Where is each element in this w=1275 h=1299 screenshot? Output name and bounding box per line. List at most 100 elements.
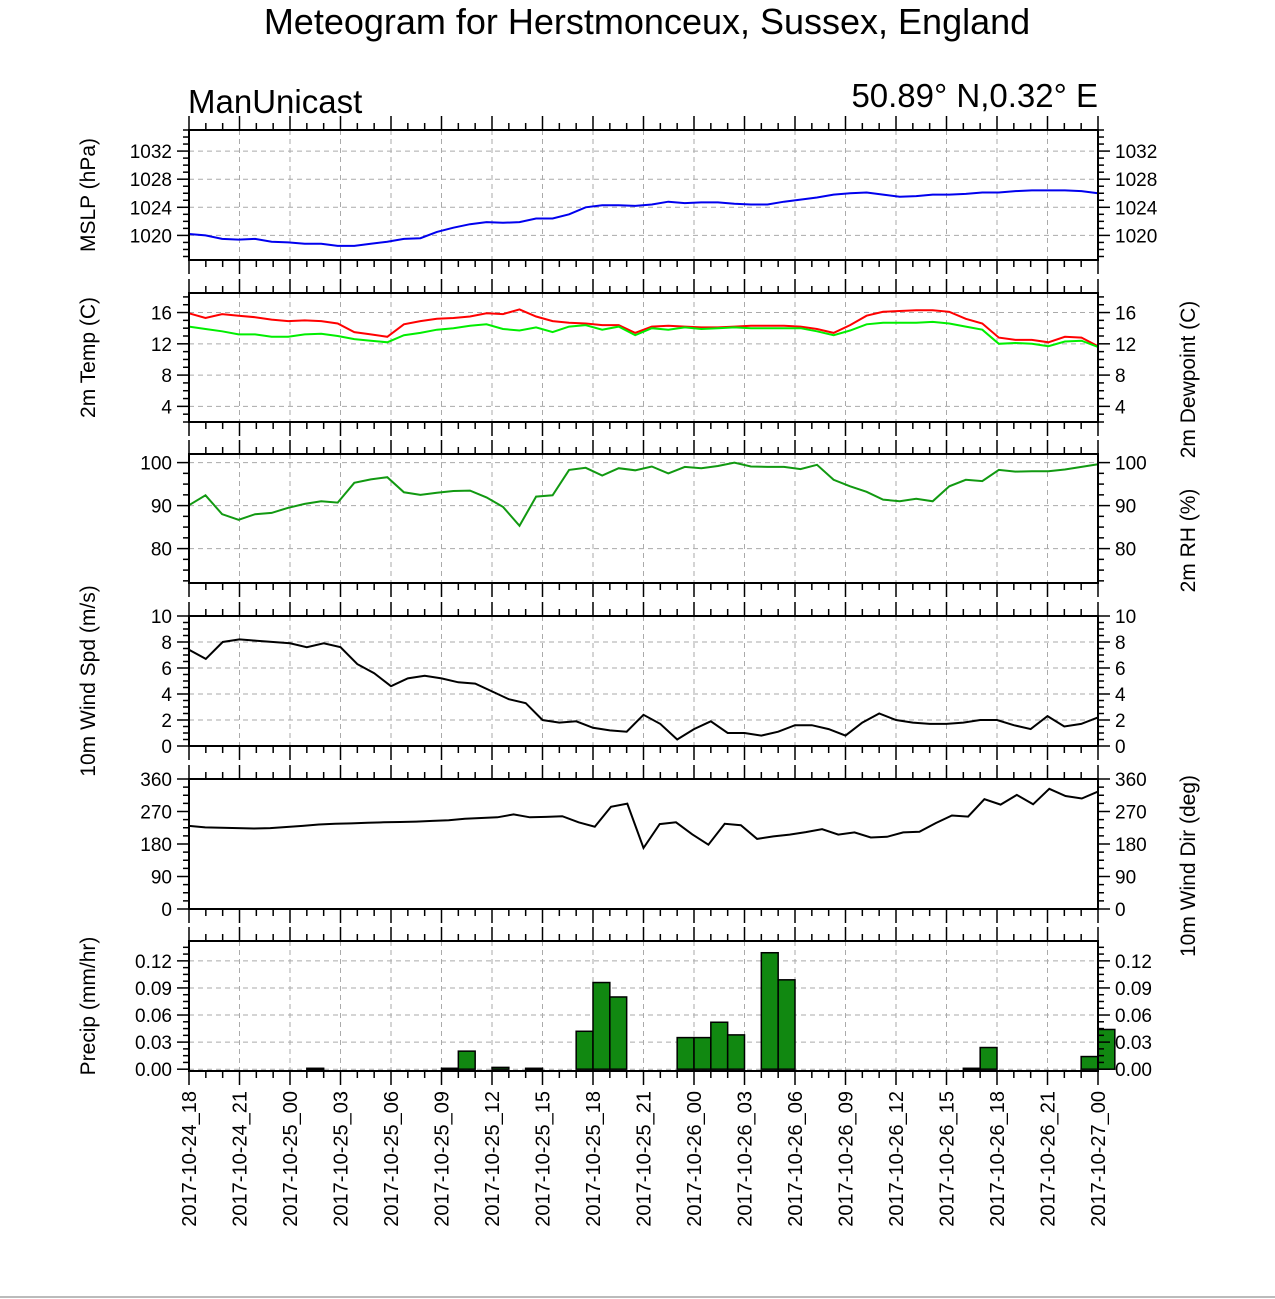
y-tick-label: 100 (1115, 454, 1147, 475)
y-tick-label: 16 (1115, 304, 1136, 325)
y-tick-label: 6 (1115, 659, 1126, 680)
y-tick-label: 6 (161, 659, 172, 680)
y-tick-label: 0.12 (135, 952, 172, 973)
y-tick-label: 90 (151, 497, 172, 518)
y-tick-label: 2 (1115, 711, 1126, 732)
precip-bar (760, 951, 779, 1070)
y-tick-label: 270 (140, 803, 172, 824)
panel-winddir: 0 0 90 90 180 180 270 270 360 360 10m Wind Dir (de… (140, 765, 1200, 957)
y-tick-label: 180 (1115, 835, 1147, 856)
y-tick-label: 100 (140, 454, 172, 475)
panel-windspd: 0 0 2 2 4 4 6 6 8 8 10 10 10m Wind Spd (m/s) (77, 585, 1136, 776)
x-tick-label: 2017-10-24_21 (230, 1091, 252, 1227)
y-axis-title: MSLP (hPa) (77, 138, 100, 252)
precip-bar (609, 996, 628, 1070)
x-tick-label: 2017-10-26_06 (785, 1091, 807, 1227)
y-tick-label: 12 (1115, 335, 1136, 356)
coords-label: 50.89° N,0.32° E (851, 77, 1098, 114)
y-tick-label: 8 (1115, 366, 1126, 387)
precip-bar (491, 1066, 510, 1070)
precip-bar (1080, 1055, 1099, 1070)
x-tick-label: 2017-10-24_18 (179, 1091, 201, 1227)
y-tick-label: 0.09 (135, 979, 172, 1000)
x-tick-label: 2017-10-25_03 (331, 1091, 353, 1227)
y-tick-label: 0.06 (1115, 1006, 1152, 1027)
chart-title: Meteogram for Herstmonceux, Sussex, Engl… (264, 1, 1030, 42)
y-tick-label: 4 (161, 397, 172, 418)
precip-bar (693, 1036, 712, 1070)
x-tick-label: 2017-10-25_09 (432, 1091, 454, 1227)
y-tick-label: 1020 (130, 226, 172, 247)
y-tick-label: 4 (1115, 397, 1126, 418)
y-tick-label: 10 (151, 607, 172, 628)
y-tick-label: 0.12 (1115, 952, 1152, 973)
precip-bar (962, 1067, 981, 1071)
x-tick-label: 2017-10-25_21 (634, 1091, 656, 1227)
y-tick-label: 8 (161, 366, 172, 387)
y-tick-label: 0.00 (1115, 1060, 1152, 1081)
x-tick-label: 2017-10-25_12 (482, 1091, 504, 1227)
series-line-temp-1 (188, 320, 1099, 348)
x-tick-label: 2017-10-25_15 (533, 1091, 555, 1227)
y-tick-label: 360 (1115, 770, 1147, 791)
precip-bar (676, 1036, 695, 1070)
precip-bar (457, 1050, 476, 1070)
panel-frame (188, 778, 1099, 910)
precip-bar (575, 1030, 594, 1070)
y-tick-label: 16 (151, 304, 172, 325)
y-tick-label: 270 (1115, 803, 1147, 824)
x-tick-label: 2017-10-26_09 (836, 1091, 858, 1227)
y-tick-label: 1028 (1115, 170, 1157, 191)
y-tick-label: 0 (1115, 737, 1126, 758)
y-tick-label: 0 (161, 900, 172, 921)
model-label: ManUnicast (188, 83, 362, 120)
precip-bar (306, 1067, 325, 1071)
precip-bar (726, 1034, 746, 1070)
series-line-mslp (188, 189, 1099, 247)
precip-bar (440, 1067, 460, 1071)
y-tick-label: 80 (151, 540, 172, 561)
y-tick-label: 0.03 (135, 1033, 172, 1054)
y-tick-label: 0.09 (1115, 979, 1152, 1000)
y-tick-label: 4 (161, 685, 172, 706)
y-tick-label: 12 (151, 335, 172, 356)
y-tick-label: 10 (1115, 607, 1136, 628)
panel-rh: 80 80 90 90 100 100 2m RH (%) (140, 440, 1200, 597)
y-tick-label: 360 (140, 770, 172, 791)
precip-bar (592, 981, 611, 1070)
y-tick-label: 1028 (130, 170, 172, 191)
series-line-rh (188, 461, 1099, 528)
y-axis-title: 2m Temp (C) (77, 297, 100, 418)
series-line-temp (188, 308, 1099, 348)
panel-temp: 4 4 8 8 12 12 16 16 2m Temp (C) 2m Dewpoint (C) (77, 279, 1200, 458)
x-tick-label: 2017-10-25_18 (583, 1091, 605, 1227)
x-tick-label: 2017-10-26_12 (886, 1091, 908, 1227)
y-tick-label: 1024 (130, 198, 173, 219)
y-axis-title: 10m Wind Spd (m/s) (77, 585, 100, 776)
x-axis-labels: 2017-10-24_18 2017-10-24_21 2017-10-25_00 2… (179, 1091, 1110, 1227)
precip-bar (979, 1046, 998, 1070)
panel-precip: 0.00 0.00 0.03 0.03 0.06 0.06 0.09 0.09 0.12 0.12… (77, 927, 1152, 1085)
y-axis-title: Precip (mm/hr) (77, 937, 100, 1076)
y-tick-label: 90 (1115, 497, 1136, 518)
precip-bar (710, 1021, 729, 1070)
series-line-winddir (188, 787, 1099, 851)
series-line-windspd (188, 638, 1099, 741)
y2-axis-title: 2m RH (%) (1177, 489, 1200, 593)
y-tick-label: 1032 (1115, 142, 1157, 163)
y-tick-label: 180 (140, 835, 172, 856)
x-tick-label: 2017-10-25_06 (381, 1091, 403, 1227)
y-tick-label: 4 (1115, 685, 1126, 706)
y-tick-label: 1032 (130, 142, 172, 163)
y-tick-label: 1020 (1115, 226, 1157, 247)
x-tick-label: 2017-10-27_00 (1088, 1091, 1110, 1227)
y-tick-label: 0.00 (135, 1060, 172, 1081)
x-tick-label: 2017-10-26_03 (735, 1091, 757, 1227)
y-tick-label: 8 (161, 633, 172, 654)
y-tick-label: 8 (1115, 633, 1126, 654)
x-tick-label: 2017-10-26_15 (937, 1091, 959, 1227)
y-tick-label: 0 (161, 737, 172, 758)
x-tick-label: 2017-10-25_00 (280, 1091, 302, 1227)
